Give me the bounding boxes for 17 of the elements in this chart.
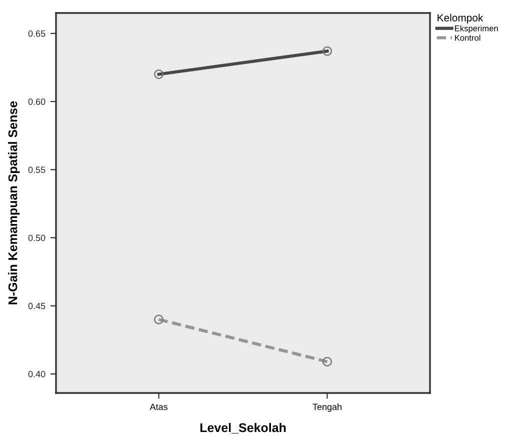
y-tick-label: 0.65 — [28, 30, 46, 37]
point — [322, 356, 332, 366]
x-tick-label: Tengah — [312, 403, 342, 412]
y-tick-label: 0.60 — [28, 98, 46, 105]
legend-label: Eksperimen — [455, 25, 498, 33]
x-tick-label: Atas — [150, 404, 168, 410]
y-tick-label: 0.50 — [28, 234, 46, 242]
point — [322, 46, 332, 56]
y-tick-label: 0.45 — [28, 302, 46, 310]
point — [154, 70, 164, 80]
y-tick-label: 0.40 — [28, 370, 46, 378]
y-tick-label: 0.55 — [28, 166, 46, 173]
point — [154, 314, 164, 324]
legend-title: Kelompok — [438, 14, 484, 24]
legend-label: Kontrol — [455, 34, 480, 41]
x-axis-title: Level_Sekolah — [200, 422, 286, 434]
y-axis-title: N-Gain Kemampuan Spatial Sense — [8, 101, 20, 304]
